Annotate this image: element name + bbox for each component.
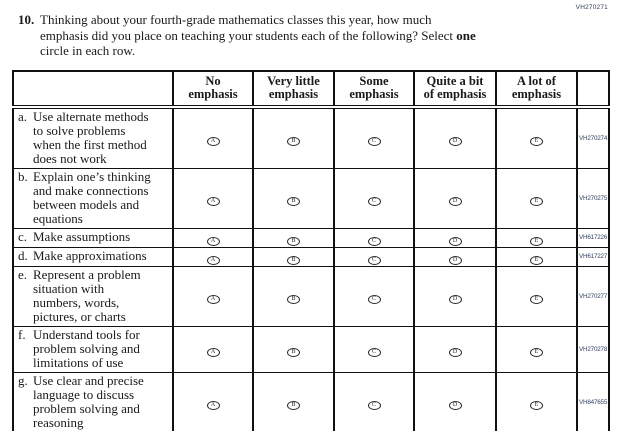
response-oval-a[interactable]: A [206,137,220,146]
response-oval-c[interactable]: C [367,401,381,410]
response-oval-d[interactable]: D [448,137,462,146]
response-oval-e[interactable]: E [530,137,543,146]
item-code: VH617227 [576,246,610,267]
item-code: VH270278 [576,325,610,373]
header-some-emphasis: Some emphasis [333,69,415,109]
response-grid: No emphasis Very little emphasis Some em… [12,69,610,431]
question-number: 10. [18,12,35,27]
response-oval-e[interactable]: E [530,255,543,265]
header-very-little-emphasis: Very little emphasis [252,69,335,109]
response-oval-d[interactable]: D [448,255,462,265]
row-letter: e. [18,266,28,282]
response-oval-a[interactable]: A [206,197,220,206]
response-oval-d[interactable]: D [448,236,462,246]
response-oval-a[interactable]: A [206,255,220,265]
response-oval-c[interactable]: C [367,255,381,265]
item-code: VH847655 [576,371,610,431]
response-oval-b[interactable]: B [287,401,300,410]
table-row-d: d. Make approximations A B C D E VH617227 [12,246,610,267]
table-row-b: b. Explain one’s thinking and make connec… [12,167,610,229]
item-code: VH617226 [576,227,610,248]
row-letter: b. [18,168,28,184]
header-item-blank [12,69,174,109]
response-oval-a[interactable]: A [206,348,220,357]
header-code-blank [576,69,610,109]
response-oval-d[interactable]: D [448,295,462,304]
response-oval-a[interactable]: A [206,401,220,410]
header-no-emphasis: No emphasis [172,69,254,109]
question-line-3: circle in each row. [40,43,136,58]
response-oval-e[interactable]: E [530,197,543,206]
response-oval-c[interactable]: C [367,197,381,206]
response-oval-b[interactable]: B [287,236,300,246]
response-oval-b[interactable]: B [287,137,300,146]
question-line-2: emphasis did you place on teaching your … [40,28,476,44]
row-letter: c. [18,229,28,244]
question-block: 10. Thinking about your fourth-grade mat… [0,0,621,59]
response-oval-b[interactable]: B [287,295,300,304]
question-line-1: Thinking about your fourth-grade mathema… [40,12,432,27]
response-oval-a[interactable]: A [206,295,220,304]
response-oval-d[interactable]: D [448,348,462,357]
response-oval-b[interactable]: B [287,197,300,206]
row-text: Use alternate methods to solve problems … [33,108,149,166]
response-oval-c[interactable]: C [367,348,381,357]
response-oval-e[interactable]: E [530,236,543,246]
response-oval-b[interactable]: B [287,255,300,265]
table-row-e: e. Represent a problem situation with num… [12,265,610,327]
table-row-c: c. Make assumptions A B C D E VH617226 [12,227,610,248]
response-oval-e[interactable]: E [530,401,543,410]
response-oval-d[interactable]: D [448,401,462,410]
row-text: Use clear and precise language to discus… [33,372,144,430]
response-oval-a[interactable]: A [206,236,220,246]
row-letter: g. [18,372,28,388]
item-code: VH270277 [576,265,610,327]
response-oval-c[interactable]: C [367,236,381,246]
question-text: Thinking about your fourth-grade mathema… [40,12,476,59]
response-oval-c[interactable]: C [367,295,381,304]
row-text: Explain one’s thinking and make connecti… [33,168,151,226]
table-row-f: f. Understand tools for problem solving a… [12,325,610,373]
response-oval-c[interactable]: C [367,137,381,146]
question-line-2-text: emphasis did you place on teaching your … [40,27,457,43]
table-row-a: a. Use alternate methods to solve problem… [12,106,610,169]
row-text: Understand tools for problem solving and… [33,326,140,370]
row-letter: d. [18,248,28,263]
response-oval-e[interactable]: E [530,348,543,357]
item-code: VH270274 [576,106,610,169]
header-row: No emphasis Very little emphasis Some em… [12,69,610,109]
response-oval-d[interactable]: D [448,197,462,206]
response-oval-e[interactable]: E [530,295,543,304]
form-code: VH270271 [575,4,608,11]
row-text: Represent a problem situation with numbe… [33,266,141,324]
response-oval-b[interactable]: B [287,348,300,357]
table-row-g: g. Use clear and precise language to disc… [12,371,610,431]
header-a-lot-emphasis: A lot of emphasis [495,69,578,109]
header-quite-a-bit-emphasis: Quite a bit of emphasis [413,69,497,109]
row-letter: f. [18,326,26,342]
row-text: Make assumptions [33,229,131,244]
row-letter: a. [18,108,28,124]
row-text: Make approximations [33,248,147,263]
question-emphasis-word: one [456,27,476,43]
item-code: VH270275 [576,167,610,229]
